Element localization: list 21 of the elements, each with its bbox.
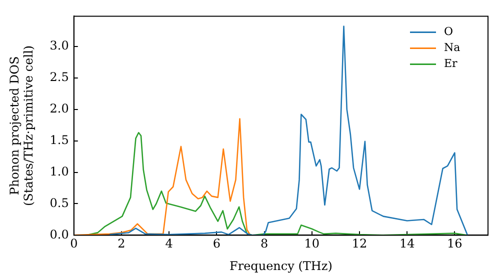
y-axis-title: Phonon projected DOS (States/THz·primitive cell) (7, 45, 36, 206)
x-tick-label: 2 (118, 236, 126, 251)
legend-label: Er (444, 57, 458, 70)
legend-label: O (444, 25, 454, 38)
y-tick-label: 1.0 (50, 164, 69, 178)
x-tick-label: 12 (352, 236, 368, 251)
x-tick-label: 16 (447, 236, 462, 251)
legend-label: Na (444, 41, 461, 54)
x-tick-label: 14 (399, 236, 416, 251)
x-tick-label: 0 (70, 236, 78, 251)
y-tick-label: 2.5 (50, 70, 69, 84)
x-axis-title: Frequency (THz) (230, 258, 332, 273)
x-tick-label: 4 (165, 236, 174, 251)
y-tick-label: 0.0 (50, 227, 69, 242)
y-tick-label: 0.5 (50, 196, 69, 210)
y-tick-label: 3.0 (50, 38, 69, 53)
y-tick-label: 1.5 (50, 132, 69, 147)
x-tick-label: 6 (212, 236, 221, 251)
y-tick-label: 2.0 (50, 101, 69, 116)
x-tick-label: 8 (260, 236, 268, 251)
x-tick-label: 10 (304, 236, 320, 251)
